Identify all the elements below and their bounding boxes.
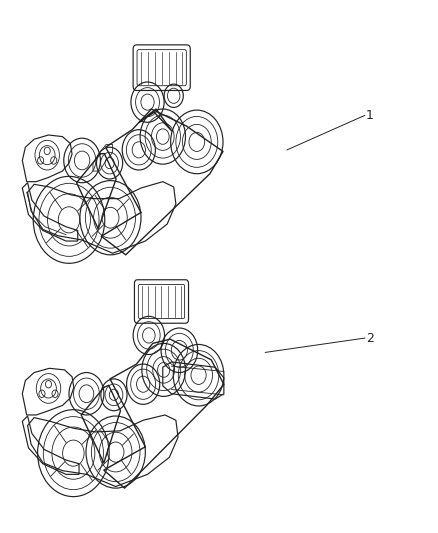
Text: 1: 1 [365, 109, 373, 122]
Text: 2: 2 [365, 332, 373, 344]
